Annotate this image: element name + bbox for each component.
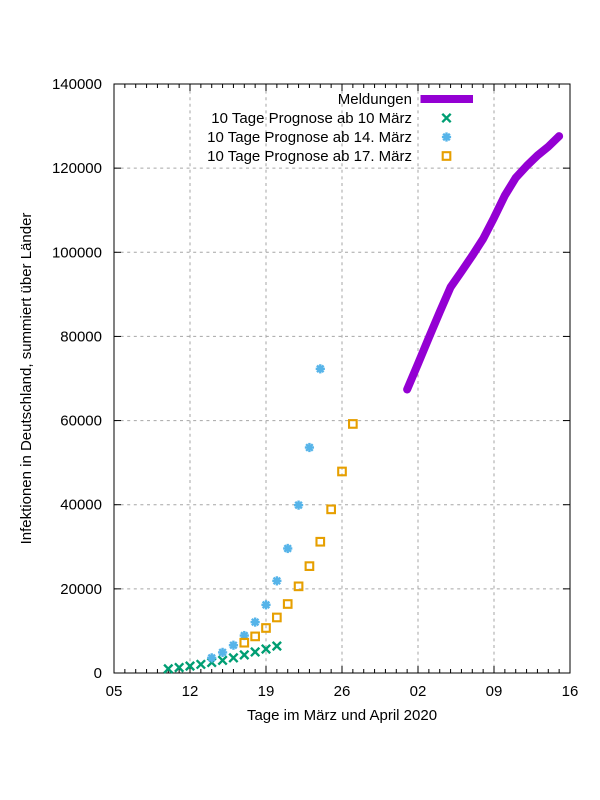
asterisk-marker [261, 600, 271, 609]
legend-label: Meldungen [338, 91, 412, 108]
asterisk-marker [272, 576, 282, 586]
cross-marker [217, 655, 228, 666]
x-tick-label: 19 [258, 683, 275, 700]
asterisk-marker [229, 641, 238, 650]
cross-marker [260, 643, 272, 655]
y-tick-label: 120000 [52, 160, 102, 177]
square-marker [348, 419, 358, 429]
y-tick-label: 100000 [52, 244, 102, 261]
asterisk-marker [218, 648, 227, 657]
cross-marker [195, 659, 206, 670]
square-marker [337, 466, 347, 477]
plot-border [113, 83, 571, 674]
square-marker [326, 504, 336, 515]
y-tick-label: 80000 [60, 328, 102, 345]
square-marker [272, 612, 282, 623]
x-tick-label: 26 [334, 683, 351, 700]
asterisk-marker [250, 617, 260, 627]
square-marker [293, 581, 304, 592]
asterisk-marker [240, 631, 249, 640]
y-tick-label: 60000 [60, 413, 102, 430]
asterisk-marker [316, 364, 325, 373]
cross-marker [163, 663, 174, 674]
asterisk-marker [442, 132, 451, 142]
square-marker [304, 561, 315, 571]
x-axis-title: Tage im März und April 2020 [247, 707, 437, 724]
x-tick-label: 12 [182, 683, 199, 700]
legend-line-sample [420, 95, 473, 103]
square-marker [239, 637, 250, 648]
y-axis-title: Infektionen in Deutschland, summiert übe… [18, 213, 35, 545]
legend-label: 10 Tage Prognose ab 17. März [207, 148, 412, 165]
square-marker [441, 151, 452, 161]
asterisk-marker [283, 544, 292, 553]
square-marker [261, 623, 271, 633]
cross-marker [441, 112, 452, 124]
cross-marker [174, 662, 185, 673]
asterisk-marker [294, 500, 303, 510]
legend-label: 10 Tage Prognose ab 14. März [207, 129, 412, 146]
legend-label: 10 Tage Prognose ab 10 März [211, 110, 412, 127]
square-marker [250, 631, 260, 642]
square-marker [282, 599, 293, 609]
y-tick-label: 20000 [60, 581, 102, 598]
y-tick-label: 140000 [52, 76, 102, 93]
square-marker [315, 536, 326, 547]
x-tick-label: 16 [562, 683, 579, 700]
asterisk-marker [305, 443, 314, 452]
x-tick-label: 05 [106, 683, 123, 700]
asterisk-marker [207, 653, 216, 663]
x-tick-label: 02 [410, 683, 427, 700]
cross-marker [239, 649, 250, 660]
x-tick-label: 09 [486, 683, 503, 700]
cross-marker [184, 661, 196, 672]
y-tick-label: 0 [94, 665, 102, 682]
cross-marker [271, 641, 282, 652]
cross-marker [228, 652, 239, 663]
y-tick-label: 40000 [60, 497, 102, 514]
cross-marker [250, 646, 261, 658]
series-line-meldungen [403, 132, 564, 394]
